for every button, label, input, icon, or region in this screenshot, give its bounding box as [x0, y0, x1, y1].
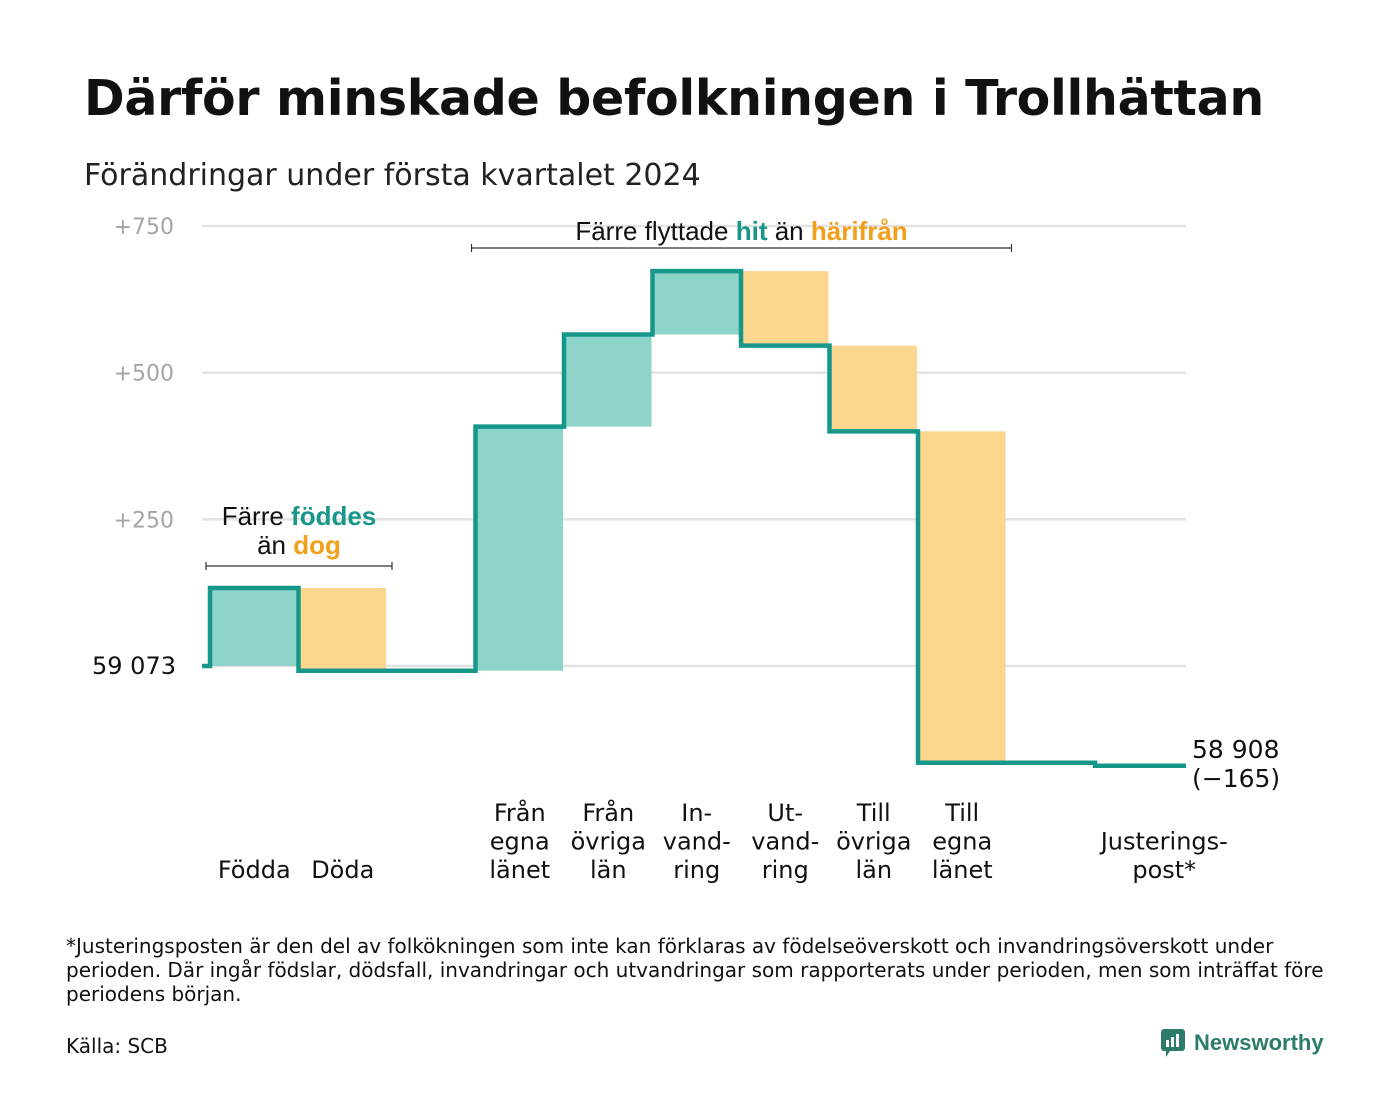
start-value-label: 59 073: [92, 652, 176, 680]
category-label: In-vand-ring: [663, 799, 731, 884]
brand-logo: Newsworthy: [1160, 1028, 1324, 1058]
category-label: Från övriga län: [571, 798, 646, 884]
bars: [211, 271, 1006, 763]
bar: [565, 334, 652, 427]
end-value-label: 58 908 (−165): [1192, 735, 1280, 793]
chart-subtitle: Förändringar under första kvartalet 2024: [84, 158, 701, 193]
y-tick-label: +250: [114, 508, 174, 533]
y-tick-label: +750: [114, 215, 174, 240]
source-label: Källa: SCB: [66, 1034, 168, 1058]
bar: [830, 345, 917, 432]
category-label: Till övriga län: [836, 799, 911, 884]
bar: [653, 271, 740, 335]
category-label: Döda: [311, 856, 374, 884]
category-label: Till egna länet: [932, 799, 993, 884]
bar: [211, 587, 298, 666]
annotation-text: än dog: [257, 530, 341, 560]
annotation-text: Färre flyttade hit än härifrån: [575, 216, 907, 246]
bar: [742, 271, 829, 346]
waterfall-chart: +250 +500 +750 59 073 Födda Döda Från egna länet…: [92, 215, 1280, 885]
chart-title: Därför minskade befolkningen i Trollhätt…: [84, 70, 1264, 127]
category-label: Från egna länet: [489, 798, 550, 884]
bar: [476, 426, 563, 671]
bar: [299, 587, 386, 671]
newsworthy-logo-icon: [1161, 1029, 1185, 1057]
category-label: Födda: [218, 856, 291, 884]
bar: [919, 431, 1006, 763]
y-tick-label: +500: [114, 362, 174, 387]
level-line: [202, 268, 1186, 768]
category-label: Justerings-post*: [1099, 828, 1228, 885]
annotation-text: Färre föddes: [222, 501, 377, 531]
category-label: Ut-vand-ring: [751, 799, 819, 884]
footnote: *Justeringsposten är den del av folkökni…: [66, 934, 1324, 1006]
brand-name: Newsworthy: [1194, 1030, 1324, 1055]
